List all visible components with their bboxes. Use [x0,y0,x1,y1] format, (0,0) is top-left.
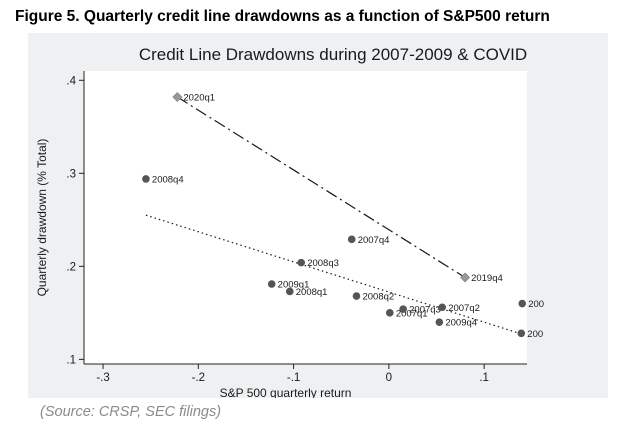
x-tick-label: 0 [386,372,392,384]
fit-lines [145,96,523,335]
data-label-2009q4: 2009q4 [445,318,477,329]
x-tick-label: -.1 [287,372,300,384]
data-points: 2008q42008q32009q12008q12007q42008q22007… [142,92,544,340]
y-tick-label: .4 [66,75,76,87]
data-point-2008q4 [142,175,150,183]
plot-panel: Credit Line Drawdowns during 2007-2009 &… [28,33,608,398]
data-point-2009q1 [267,280,276,288]
data-point-2007q3 [399,305,407,313]
data-label-2007q3: 2007q3 [409,305,441,316]
data-point-2008q1 [285,287,294,296]
fit-line-dotted [145,214,523,335]
data-label-2008q4: 2008q4 [152,174,184,185]
figure-caption: Figure 5. Quarterly credit line drawdown… [15,8,550,25]
data-label-2007q1: 2007q1 [396,308,428,319]
data-point-2007q4 [347,235,356,244]
data-point-2007q1 [386,309,394,317]
x-tick-label: -.3 [96,372,109,384]
data-label-200: 200 [527,329,543,340]
data-point-2019q4 [460,272,470,283]
data-point-2007q2 [438,303,447,312]
data-point-200 [518,299,527,308]
data-point-2008q3 [297,258,306,267]
y-tick-label: .2 [66,261,76,273]
data-label-2008q1: 2008q1 [296,287,328,298]
data-label-2020q1: 2020q1 [183,93,215,104]
data-label-2007q4: 2007q4 [358,235,390,246]
y-tick-label: .1 [66,354,76,366]
data-point-2020q1 [172,92,183,102]
data-label-200: 200 [528,299,544,310]
data-point-2009q4 [435,318,444,326]
x-tick-label: -.2 [192,372,205,384]
x-tick-label: .1 [479,372,489,384]
data-label-2008q2: 2008q2 [362,292,394,303]
data-label-2008q3: 2008q3 [307,258,339,269]
y-axis-label: Quarterly drawdown (% Total) [35,139,49,297]
x-axis-label: S&P 500 quarterly return [220,386,352,398]
source-note: (Source: CRSP, SEC filings) [40,404,222,420]
plot-area [84,71,527,364]
data-label-2007q2: 2007q2 [448,303,480,314]
scatter-chart: Credit Line Drawdowns during 2007-2009 &… [28,33,608,398]
data-label-2019q4: 2019q4 [471,273,503,284]
y-tick-label: .3 [66,168,76,180]
data-point-200 [517,329,526,338]
data-label-2009q1: 2009q1 [278,280,310,291]
data-point-2008q2 [352,292,361,300]
chart-title: Credit Line Drawdowns during 2007-2009 &… [139,45,527,64]
axes: -.3 -.2 -.1 0 .1 .1 .2 .3 .4 [66,71,527,384]
